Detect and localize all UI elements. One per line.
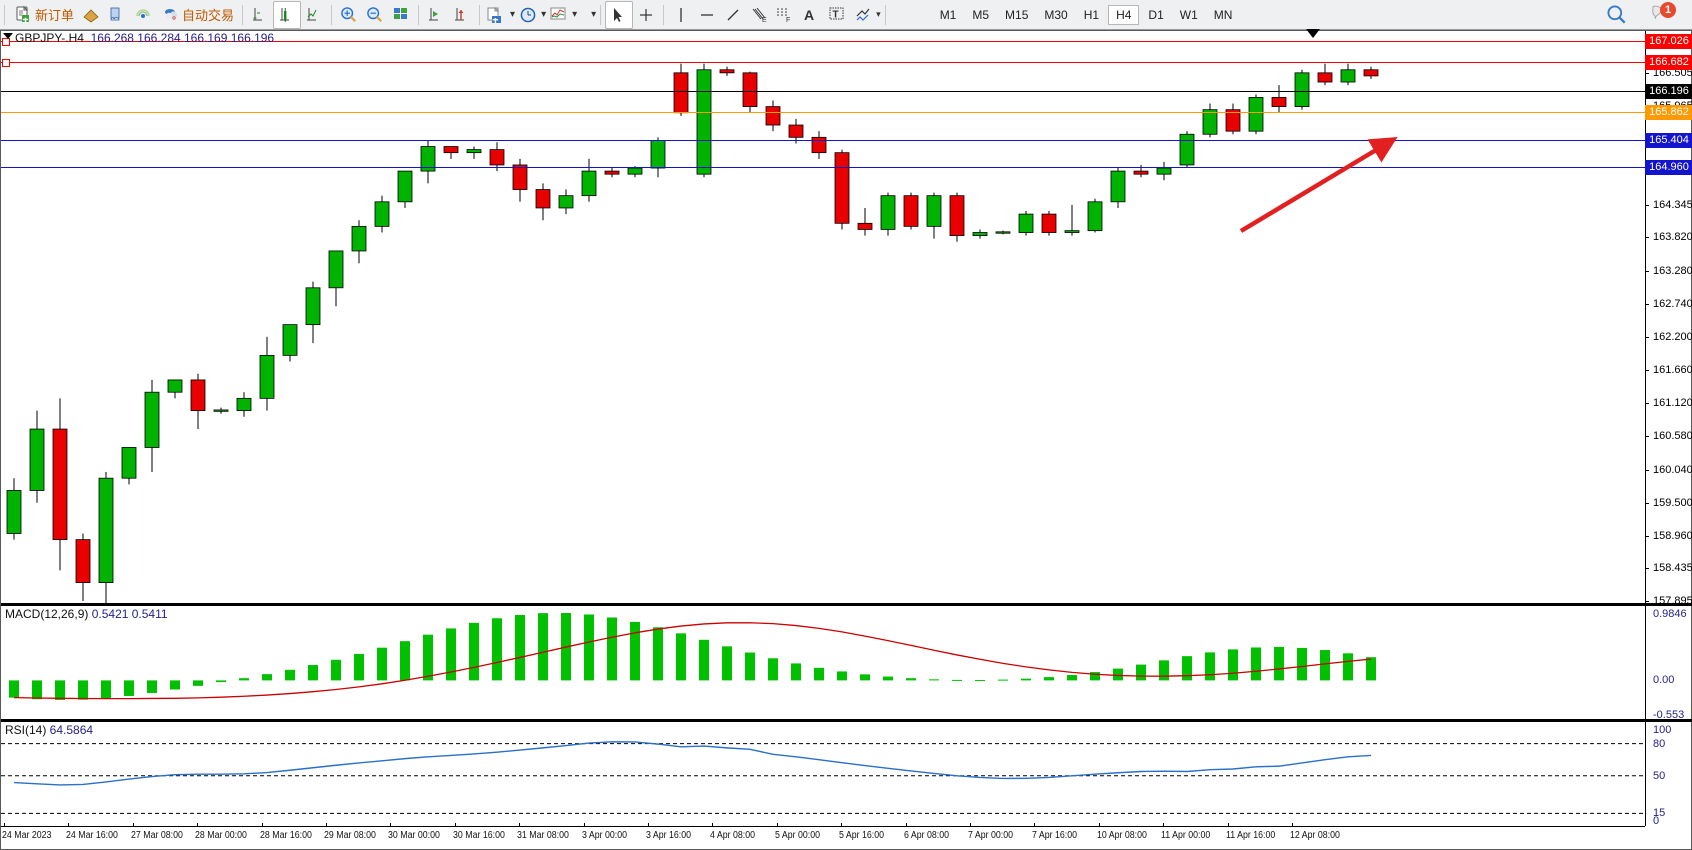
svg-text:E: E [762, 17, 767, 24]
svg-text:A: A [804, 7, 814, 23]
svg-text:T: T [833, 9, 839, 20]
svg-text:F: F [786, 17, 790, 24]
